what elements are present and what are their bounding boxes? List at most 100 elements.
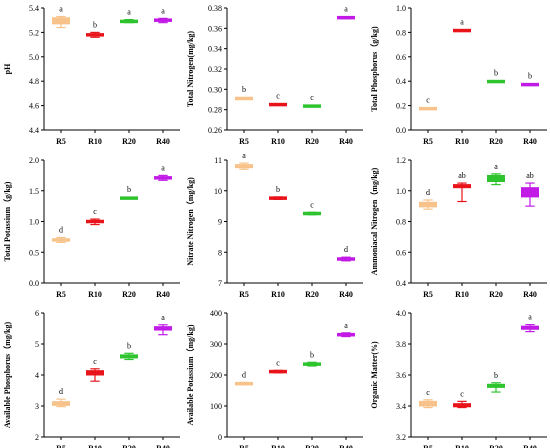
significance-letter: d bbox=[426, 188, 430, 197]
box-r5 bbox=[52, 15, 70, 29]
y-tick-label: 4.6 bbox=[29, 102, 39, 111]
box-r40 bbox=[154, 174, 172, 181]
y-axis-label: Total Potassium（g/kg) bbox=[2, 181, 12, 261]
significance-letter: a bbox=[344, 321, 348, 330]
x-tick-label-r20: R20 bbox=[122, 137, 136, 146]
y-axis-label: Ammoniacal Nitrogen（mg/kg) bbox=[369, 167, 379, 275]
y-tick-label: 0.38 bbox=[208, 4, 222, 13]
significance-letter: a bbox=[528, 313, 532, 322]
box-r40 bbox=[337, 15, 355, 20]
x-tick-label-r40: R40 bbox=[339, 444, 353, 448]
significance-letter: b bbox=[494, 371, 498, 380]
chart-panel-4: 0.0 0.5 1.0 1.5 2.0 Total Potassium（g/kg) R5 d R… bbox=[2, 156, 180, 299]
y-tick-label: 0.28 bbox=[208, 106, 222, 115]
significance-letter: b bbox=[276, 185, 280, 194]
box-r20 bbox=[120, 18, 138, 24]
significance-letter: b bbox=[127, 341, 131, 350]
box-r40 bbox=[337, 332, 355, 338]
significance-letter: c bbox=[426, 388, 430, 397]
box-r5 bbox=[419, 199, 437, 210]
y-tick-label: 2 bbox=[35, 433, 39, 442]
significance-letter: ab bbox=[526, 171, 534, 180]
significance-letter: b bbox=[242, 85, 246, 94]
chart-panel-2: 0.26 0.28 0.30 0.32 0.34 0.36 0.38 Total Nitrog… bbox=[186, 4, 363, 146]
y-tick-label: 1.0 bbox=[29, 218, 39, 227]
significance-letter: a bbox=[161, 313, 165, 322]
chart-panel-8: 0 100 200 300 400 Available Potassium（mg/kg) R… bbox=[185, 309, 363, 448]
x-tick-label-r5: R5 bbox=[56, 444, 66, 448]
y-tick-label: 2.0 bbox=[29, 156, 39, 165]
chart-panel-9: 3.2 3.4 3.6 3.8 4.0 Organic Matter(%) R5 c R10 c R… bbox=[370, 309, 547, 448]
x-tick-label-r40: R40 bbox=[523, 444, 537, 448]
significance-letter: b bbox=[127, 185, 131, 194]
box-r10 bbox=[453, 28, 471, 33]
y-tick-label: 1.5 bbox=[29, 187, 39, 196]
y-tick-label: 0.32 bbox=[208, 65, 222, 74]
significance-letter: c bbox=[93, 207, 97, 216]
significance-letter: ab bbox=[458, 171, 466, 180]
y-tick-label: 400 bbox=[210, 309, 222, 318]
y-tick-label: 4 bbox=[35, 371, 39, 380]
box-r5 bbox=[235, 162, 253, 170]
x-tick-label-r40: R40 bbox=[339, 137, 353, 146]
significance-letter: c bbox=[310, 200, 314, 209]
y-tick-label: 4.0 bbox=[396, 309, 406, 318]
y-tick-label: 3.2 bbox=[396, 433, 406, 442]
box-r10 bbox=[86, 218, 104, 226]
y-tick-label: 0.8 bbox=[396, 218, 406, 227]
x-tick-label-r10: R10 bbox=[455, 444, 469, 448]
y-axis-label: Total Nitrogen(mg/kg) bbox=[186, 31, 195, 108]
y-tick-label: 8 bbox=[218, 248, 222, 257]
box-r10 bbox=[86, 31, 104, 38]
y-tick-label: 200 bbox=[210, 371, 222, 380]
y-axis-label: Nitrate Nitrogen（mg/kg) bbox=[185, 177, 195, 266]
x-tick-label-r20: R20 bbox=[122, 444, 136, 448]
y-tick-label: 3.6 bbox=[396, 371, 406, 380]
significance-letter: a bbox=[494, 162, 498, 171]
y-tick-label: 4.8 bbox=[29, 77, 39, 86]
significance-letter: c bbox=[276, 91, 280, 100]
y-tick-label: 10 bbox=[214, 187, 222, 196]
chart-panel-1: 4.4 4.6 4.8 5.0 5.2 5.4 pH R5 a R10 b R20 a R40 a bbox=[3, 4, 180, 146]
y-tick-label: 5.4 bbox=[29, 4, 39, 13]
y-tick-label: 0.2 bbox=[396, 102, 406, 111]
y-tick-label: 6 bbox=[35, 309, 39, 318]
x-tick-label-r5: R5 bbox=[56, 290, 66, 299]
x-tick-label-r5: R5 bbox=[56, 137, 66, 146]
significance-letter: a bbox=[161, 6, 165, 15]
y-tick-label: 5 bbox=[35, 340, 39, 349]
x-tick-label-r10: R10 bbox=[455, 290, 469, 299]
y-tick-label: 0.5 bbox=[29, 248, 39, 257]
y-tick-label: 0.30 bbox=[208, 85, 222, 94]
x-tick-label-r40: R40 bbox=[523, 137, 537, 146]
x-tick-label-r10: R10 bbox=[455, 137, 469, 146]
significance-letter: b bbox=[528, 71, 532, 80]
box-r10 bbox=[269, 196, 287, 200]
box-r10 bbox=[453, 400, 471, 409]
chart-panel-7: 2 3 4 5 6 Available Phosphorus（mg/kg) R5 d R10 c R… bbox=[2, 309, 180, 448]
y-tick-label: 100 bbox=[210, 402, 222, 411]
significance-letter: c bbox=[426, 95, 430, 104]
x-tick-label-r40: R40 bbox=[156, 290, 170, 299]
box-r5 bbox=[235, 96, 253, 101]
x-tick-label-r20: R20 bbox=[305, 137, 319, 146]
y-tick-label: 1.2 bbox=[396, 156, 406, 165]
y-axis-label: Organic Matter(%) bbox=[370, 341, 379, 409]
y-tick-label: 4.4 bbox=[29, 126, 39, 135]
x-tick-label-r20: R20 bbox=[305, 444, 319, 448]
y-tick-label: 1.0 bbox=[396, 187, 406, 196]
significance-letter: c bbox=[310, 93, 314, 102]
y-axis-label: Available Phosphorus（mg/kg) bbox=[2, 322, 12, 429]
y-tick-label: 0.4 bbox=[396, 279, 406, 288]
y-tick-label: 0.0 bbox=[396, 126, 406, 135]
box-r10 bbox=[453, 182, 471, 203]
y-tick-label: 0.8 bbox=[396, 28, 406, 37]
y-tick-label: 0.34 bbox=[208, 45, 222, 54]
x-tick-label-r5: R5 bbox=[423, 444, 433, 448]
y-tick-label: 0.36 bbox=[208, 24, 222, 33]
box-r10 bbox=[86, 368, 104, 382]
box-r20 bbox=[487, 173, 505, 186]
box-r20 bbox=[303, 361, 321, 367]
x-tick-label-r40: R40 bbox=[339, 290, 353, 299]
